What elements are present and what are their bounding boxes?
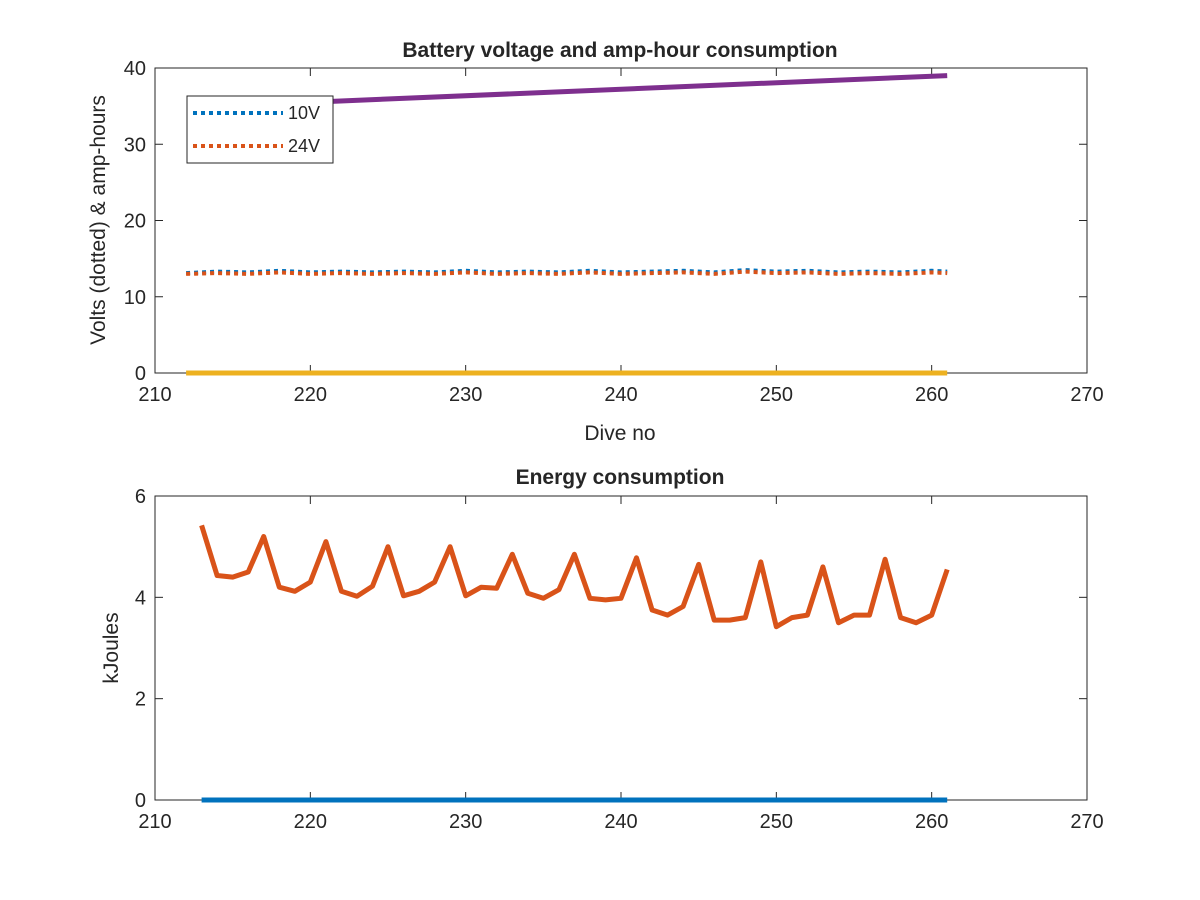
energy-axes: Energy consumption 210 220 230 240 250 260 270…	[100, 466, 1104, 833]
battery-y-axis-label: Volts (dotted) & amp-hours	[87, 95, 110, 345]
battery-series-24v-line	[186, 269, 948, 276]
battery-x-tick-label: 210	[138, 384, 171, 406]
battery-y-tick-label: 20	[124, 211, 146, 233]
energy-series-0-line	[199, 524, 950, 630]
battery-x-tick-label: 240	[604, 384, 637, 406]
legend-label-24v: 24V	[288, 136, 320, 156]
energy-y-tick-label: 2	[135, 689, 146, 711]
battery-y-tick-label: 40	[124, 58, 146, 80]
energy-x-tick-label: 220	[294, 811, 327, 833]
battery-axes-ticks: 210 220 230 240 250 260 270 0 10 20 30 40	[124, 58, 1104, 406]
battery-series-3-line	[325, 73, 948, 105]
battery-x-axis-label: Dive no	[584, 422, 655, 445]
battery-y-tick-label: 0	[135, 363, 146, 385]
energy-chart-title: Energy consumption	[516, 466, 725, 489]
battery-series-layer	[186, 73, 948, 376]
battery-x-tick-label: 270	[1070, 384, 1103, 406]
battery-x-tick-label: 220	[294, 384, 327, 406]
energy-axes-ticks: 210 220 230 240 250 260 270 0 2 4 6	[135, 486, 1104, 833]
battery-chart-title: Battery voltage and amp-hour consumption	[402, 39, 837, 62]
battery-x-tick-label: 250	[760, 384, 793, 406]
energy-x-tick-label: 270	[1070, 811, 1103, 833]
energy-x-tick-label: 250	[760, 811, 793, 833]
energy-y-tick-label: 0	[135, 790, 146, 812]
battery-y-tick-label: 10	[124, 287, 146, 309]
energy-y-tick-label: 6	[135, 486, 146, 508]
battery-x-tick-label: 230	[449, 384, 482, 406]
legend-box	[186, 95, 334, 164]
battery-axes: Battery voltage and amp-hour consumption…	[87, 39, 1104, 445]
energy-axes-frame	[154, 495, 1088, 801]
energy-x-tick-label: 210	[138, 811, 171, 833]
battery-x-tick-label: 260	[915, 384, 948, 406]
energy-series-layer	[199, 524, 950, 803]
battery-y-tick-label: 30	[124, 134, 146, 156]
energy-y-tick-label: 4	[135, 587, 146, 609]
energy-x-tick-label: 230	[449, 811, 482, 833]
legend: 10V 24V	[186, 95, 334, 164]
energy-x-tick-label: 260	[915, 811, 948, 833]
energy-x-tick-label: 240	[604, 811, 637, 833]
legend-label-10v: 10V	[288, 103, 320, 123]
energy-y-axis-label: kJoules	[100, 612, 123, 683]
